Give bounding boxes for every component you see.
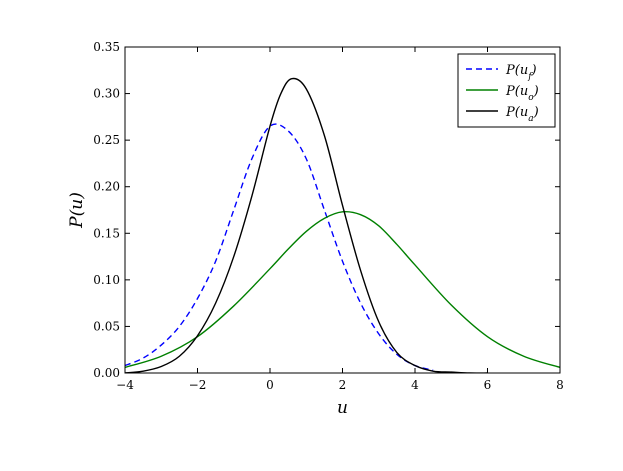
y-tick-label: 0.35 [93, 40, 120, 54]
ticks-layer [124, 46, 561, 374]
x-axis-label: u [337, 398, 348, 418]
x-tick-label: −2 [189, 378, 207, 392]
y-tick-label: 0.15 [93, 226, 120, 240]
tick-labels-layer: −4 −2 0 2 4 6 8 0.00 0.05 0.10 0.15 0.20 0.25 0.30 0.3… [93, 40, 564, 392]
x-tick-label: 8 [556, 378, 564, 392]
y-tick-label: 0.05 [93, 319, 120, 333]
y-tick-label: 0.10 [93, 273, 120, 287]
x-tick-label: 0 [266, 378, 274, 392]
legend-label-a: P(ua) [505, 105, 539, 124]
series-line-a [125, 77, 488, 373]
series-line-f [125, 123, 434, 371]
y-tick-label: 0.20 [93, 180, 120, 194]
legend-label-o: P(uo) [505, 84, 539, 103]
series-layer [125, 77, 560, 373]
series-line-o [125, 211, 560, 369]
x-tick-label: 6 [484, 378, 492, 392]
x-tick-label: −4 [116, 378, 134, 392]
legend-label-f: P(uf) [505, 63, 537, 82]
y-axis-label: P(u) [67, 192, 87, 229]
y-tick-label: 0.25 [93, 133, 120, 147]
y-tick-label: 0.30 [93, 87, 120, 101]
x-tick-label: 2 [339, 378, 347, 392]
y-tick-label: 0.00 [93, 366, 120, 380]
x-tick-label: 4 [411, 378, 419, 392]
legend: P(uf) P(uo) P(ua) [457, 53, 556, 128]
